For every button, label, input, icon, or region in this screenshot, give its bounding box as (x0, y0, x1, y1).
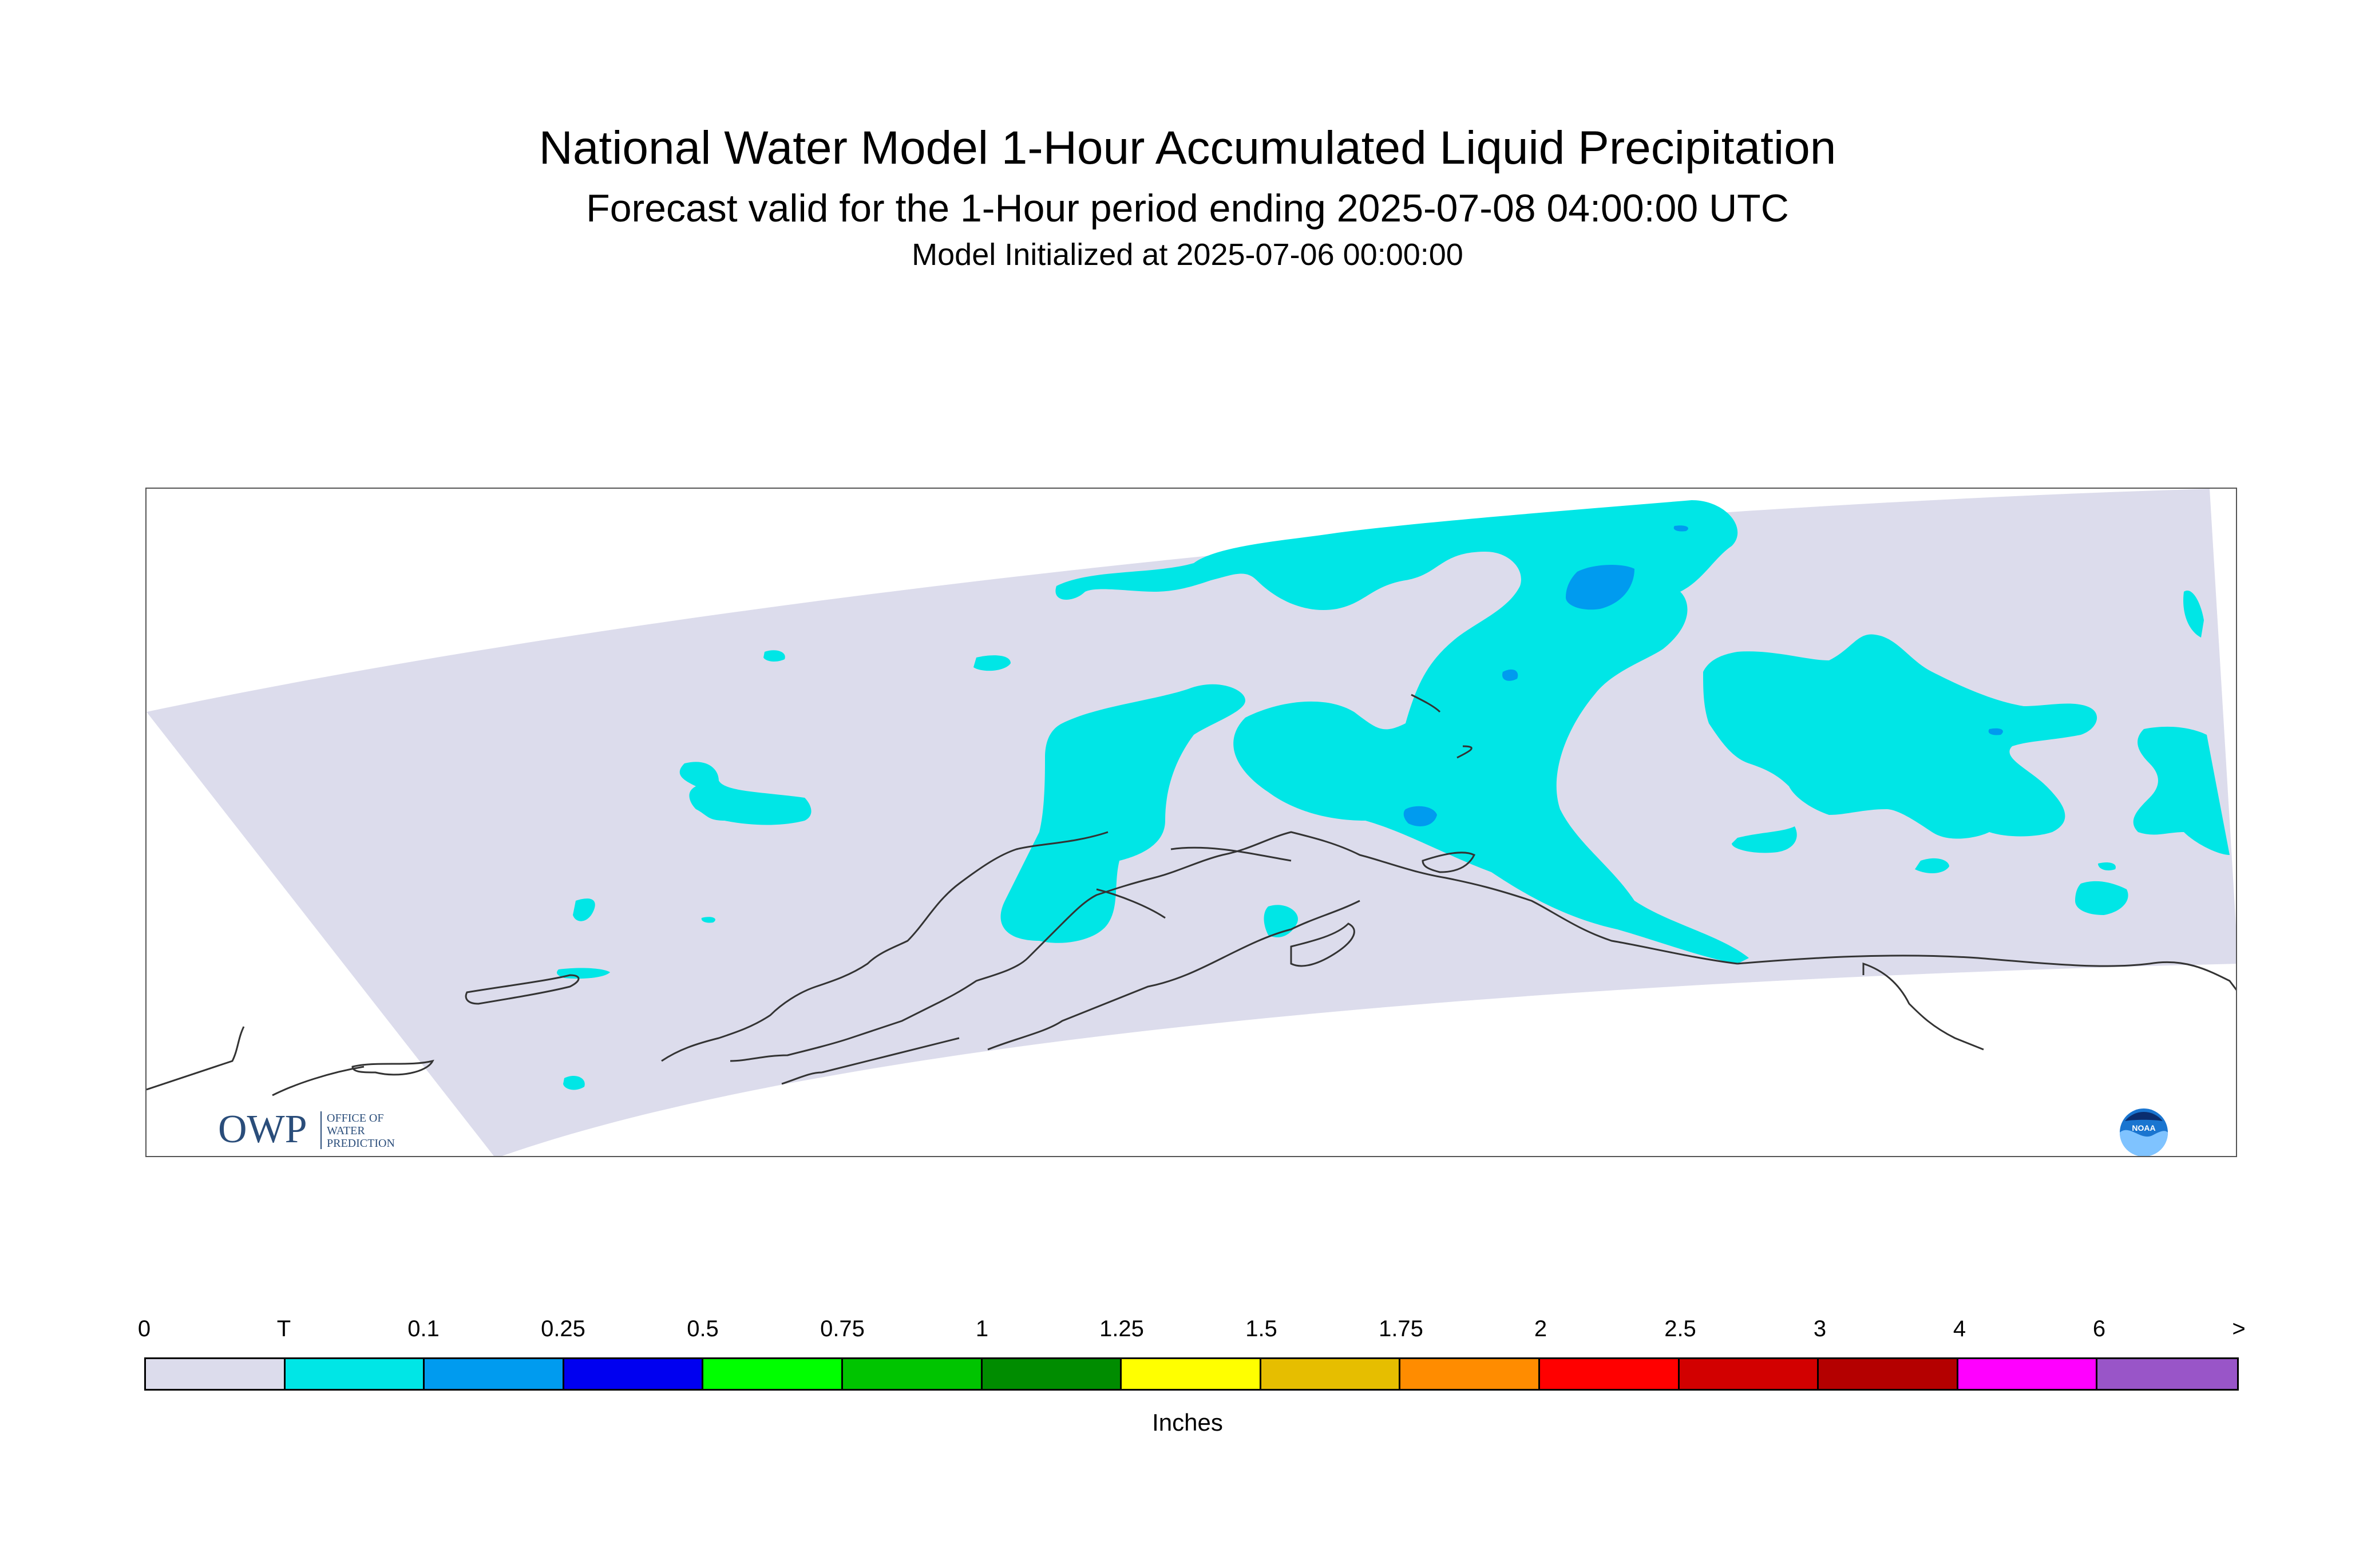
russia-coast (147, 1026, 365, 1096)
map-panel: OWP OFFICE OF WATER PREDICTION NOAA (145, 488, 2237, 1157)
legend-tick-label: 1 (975, 1316, 989, 1341)
legend-swatch-9 (1400, 1359, 1540, 1389)
legend-tick-label: 6 (2092, 1316, 2106, 1341)
alaska-peninsula (987, 900, 1360, 1051)
yukon-border (1862, 962, 1984, 1051)
model-domain (147, 489, 2236, 1156)
precip-area-east (1703, 634, 2097, 839)
legend-swatch-11 (1679, 1359, 1819, 1389)
coastlines (147, 694, 2236, 1096)
precip-map (147, 489, 2236, 1156)
legend-swatch-0 (146, 1359, 286, 1389)
tenth-inch-precip-areas (1403, 525, 2003, 826)
legend-tick-label: > (2232, 1316, 2246, 1341)
legend-tick-label: 2.5 (1664, 1316, 1696, 1341)
legend-tick-label: 1.75 (1379, 1316, 1423, 1341)
legend-tick-label: 1.5 (1245, 1316, 1277, 1341)
legend-tick-label: 0.1 (407, 1316, 440, 1341)
legend-swatch-5 (842, 1359, 983, 1389)
legend-swatch-4 (703, 1359, 843, 1389)
precip-area-01-d (1988, 728, 2003, 735)
canada-coast (1737, 955, 2236, 991)
precip-area-01-b (1403, 806, 1437, 826)
legend-swatch-3 (564, 1359, 704, 1389)
legend-swatch-14 (2097, 1359, 2237, 1389)
legend-swatch-12 (1819, 1359, 1958, 1389)
legend-tick-label: 0.75 (820, 1316, 865, 1341)
precip-area-west-b (573, 898, 595, 921)
legend-units: Inches (1152, 1409, 1223, 1436)
legend-swatch-10 (1539, 1359, 1680, 1389)
precip-area-small-b (1732, 826, 1797, 853)
map-subtitle: Forecast valid for the 1-Hour period end… (586, 187, 1789, 230)
legend-swatch-8 (1261, 1359, 1401, 1389)
noaa-logo-wave (2120, 1130, 2168, 1156)
precip-area-small-d (2098, 862, 2116, 870)
precip-area-01-a (1566, 565, 1634, 610)
noaa-logo-top (2125, 1111, 2163, 1121)
inland-river (1096, 846, 1292, 919)
legend-tick-label: 2 (1534, 1316, 1547, 1341)
prince-william-sound (1422, 852, 1476, 873)
precip-area-central-north (1055, 500, 1749, 964)
precip-area-north-c (701, 917, 715, 923)
legend-tick-label: 0.25 (541, 1316, 585, 1341)
legend-swatch-2 (425, 1359, 564, 1389)
model-init-time: Model Initialized at 2025-07-06 00:00:00 (912, 237, 1463, 272)
aleutian-chain (781, 1037, 960, 1085)
owp-logo-mark: OWP (218, 1107, 307, 1151)
legend-tick-label: 0 (137, 1316, 151, 1341)
owp-logo: OWP OFFICE OF WATER PREDICTION (218, 1107, 395, 1151)
north-slope-lake (1411, 694, 1472, 759)
legend-swatch-7 (1122, 1359, 1261, 1389)
legend-swatch-13 (1958, 1359, 2098, 1389)
legend-color-bar (144, 1357, 2239, 1391)
legend-tick-label: T (276, 1316, 291, 1341)
trace-precip-areas (557, 500, 2230, 1090)
legend-swatch-6 (982, 1359, 1122, 1389)
precip-area-west-e (763, 650, 785, 662)
map-title: National Water Model 1-Hour Accumulated … (539, 122, 1836, 174)
precip-area-west-d (563, 1075, 585, 1090)
st-lawrence-island (351, 1059, 434, 1076)
noaa-logo-text: NOAA (2132, 1123, 2155, 1133)
coastline-alaska-west (661, 831, 1109, 1062)
coastline-alaska-mainland (730, 831, 1738, 1062)
legend-tick-label: 3 (1813, 1316, 1827, 1341)
owp-logo-line1: OFFICE OF (327, 1112, 383, 1124)
nunivak-island (465, 974, 580, 1005)
precip-area-small-a (2075, 881, 2128, 915)
legend-tick-label: 0.5 (687, 1316, 719, 1341)
legend-tick-label: 4 (1953, 1316, 1966, 1341)
legend-swatch-1 (285, 1359, 425, 1389)
kodiak-island (1290, 922, 1355, 967)
precip-area-01-e (1673, 525, 1688, 532)
owp-logo-line2: WATER (327, 1124, 365, 1137)
legend-tick-label: 1.25 (1099, 1316, 1144, 1341)
precip-area-far-east (2133, 726, 2230, 855)
precip-area-north-a (973, 655, 1011, 671)
precip-area-small-c (1915, 858, 1949, 873)
precip-area-east-edge (2183, 591, 2204, 638)
precip-area-01-c (1502, 669, 1518, 681)
precip-area-west-a (679, 762, 812, 825)
noaa-logo: NOAA (2120, 1108, 2168, 1156)
precip-area-central (1000, 684, 1245, 943)
owp-logo-line3: PREDICTION (327, 1137, 395, 1150)
